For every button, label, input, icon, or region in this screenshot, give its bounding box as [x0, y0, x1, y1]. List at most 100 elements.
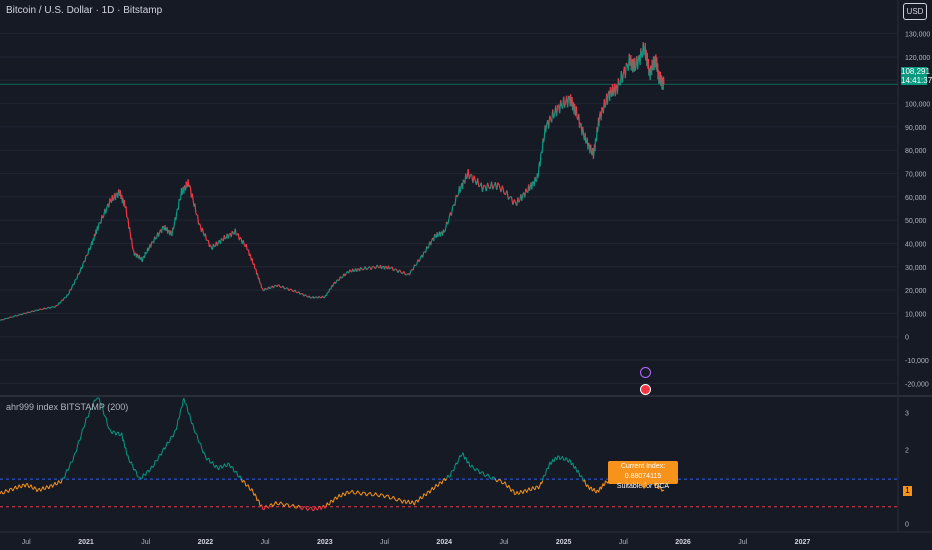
- price-segment: [74, 278, 77, 281]
- indicator-segment: [247, 484, 251, 490]
- price-segment: [459, 186, 462, 193]
- price-axis[interactable]: 130,000 120,000 100,000 90,000 80,000 70,000 6…: [905, 32, 930, 389]
- indicator-segment: [165, 441, 168, 447]
- price-segment: [510, 196, 514, 205]
- indicator-segment: [186, 404, 189, 412]
- indicator-segment: [258, 499, 261, 506]
- price-segment: [43, 307, 47, 310]
- indicator-segment: [522, 489, 525, 494]
- price-segment: [427, 246, 430, 249]
- price-segment: [87, 247, 90, 255]
- price-segment: [518, 200, 521, 203]
- indicator-segment: [465, 456, 467, 459]
- price-segment: [444, 221, 448, 231]
- price-segment: [487, 182, 490, 188]
- price-segment: [403, 271, 406, 276]
- indicator-segment: [196, 434, 199, 441]
- indicator-segment: [0, 490, 4, 495]
- price-segment: [158, 231, 161, 237]
- price-segment: [259, 282, 261, 284]
- price-segment: [492, 185, 495, 190]
- price-segment: [164, 225, 167, 231]
- indicator-segment: [314, 506, 317, 510]
- price-tick-label: 120,000: [905, 55, 930, 62]
- indicator-segment: [494, 478, 498, 483]
- price-segment: [405, 273, 408, 276]
- indicator-segment: [387, 494, 391, 500]
- indicator-segment: [243, 479, 246, 483]
- time-tick-label: 2021: [78, 539, 94, 546]
- indicator-segment: [477, 469, 481, 475]
- indicator-segment: [659, 485, 662, 488]
- price-segment: [3, 318, 6, 321]
- price-segment: [242, 240, 245, 245]
- indicator-segment: [176, 418, 179, 426]
- price-segment: [231, 230, 234, 234]
- indicator-axis[interactable]: 3 2 0: [905, 411, 909, 529]
- indicator-segment: [528, 487, 531, 491]
- time-tick-label: Jul: [738, 539, 747, 546]
- indicator-segment: [404, 499, 407, 504]
- indicator-segment: [378, 493, 382, 498]
- price-segment: [189, 184, 192, 188]
- price-segment: [481, 185, 485, 192]
- indicator-segment: [296, 504, 299, 509]
- indicator-segment: [422, 493, 425, 498]
- indicator-segment: [604, 480, 606, 486]
- indicator-segment: [427, 490, 429, 492]
- indicator-segment: [123, 439, 125, 444]
- indicator-segment: [382, 494, 385, 499]
- indicator-segment: [200, 442, 203, 449]
- flag-icon[interactable]: [640, 384, 651, 395]
- reset-icon[interactable]: [640, 367, 651, 378]
- price-segment: [62, 297, 65, 301]
- indicator-segment: [72, 455, 75, 462]
- price-segment: [615, 84, 618, 86]
- indicator-segment: [373, 492, 376, 496]
- indicator-segment: [569, 460, 572, 466]
- indicator-segment: [386, 494, 389, 497]
- indicator-segment: [130, 461, 134, 466]
- indicator-segment: [189, 413, 192, 419]
- indicator-segment: [590, 486, 593, 492]
- price-tick-label: 130,000: [905, 32, 930, 39]
- price-segment: [42, 307, 45, 310]
- indicator-segment: [401, 500, 405, 504]
- price-segment: [0, 319, 2, 321]
- currency-button[interactable]: USD: [903, 3, 927, 20]
- price-segment: [70, 286, 73, 291]
- price-segment: [575, 106, 578, 119]
- indicator-segment: [172, 432, 175, 438]
- price-segment: [260, 283, 263, 289]
- price-segment: [578, 122, 581, 129]
- price-segment: [318, 295, 321, 298]
- indicator-segment: [40, 489, 43, 492]
- indicator-segment: [109, 428, 112, 432]
- indicator-segment: [92, 399, 95, 406]
- indicator-segment: [58, 480, 61, 483]
- time-axis[interactable]: Jul 2021 Jul 2022 Jul 2023 Jul 2024 Jul 2025 Jul 20…: [22, 539, 811, 546]
- indicator-segment: [574, 466, 577, 470]
- indicator-segment: [336, 497, 339, 500]
- price-segment: [537, 169, 540, 178]
- indicator-tick-label: 3: [905, 411, 909, 418]
- price-segment: [155, 237, 158, 240]
- indicator-segment: [496, 479, 499, 483]
- price-tick-label: 50,000: [905, 218, 927, 225]
- price-segment: [443, 230, 446, 233]
- price-segment: [97, 222, 100, 231]
- indicator-segment: [3, 489, 7, 494]
- price-segment: [465, 176, 468, 180]
- indicator-segment: [63, 473, 67, 479]
- price-segment: [625, 62, 628, 65]
- price-segment: [588, 142, 590, 145]
- indicator-segment: [107, 425, 110, 429]
- indicator-segment: [487, 473, 491, 478]
- indicator-segment: [84, 418, 87, 426]
- indicator-segment: [15, 485, 18, 490]
- price-segment: [59, 301, 62, 304]
- indicator-segment: [208, 458, 211, 464]
- price-segment: [524, 188, 527, 198]
- indicator-segment: [134, 468, 137, 472]
